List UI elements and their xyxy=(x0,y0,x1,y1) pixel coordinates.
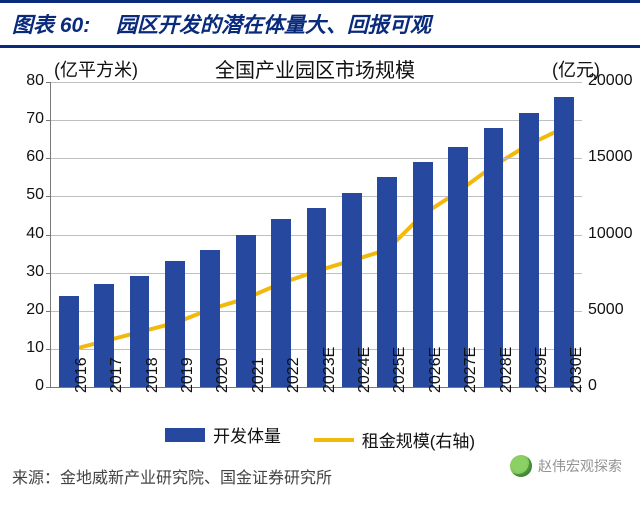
ytick-left: 30 xyxy=(0,263,44,281)
line-swatch-icon xyxy=(314,438,354,442)
source-prefix: 来源： xyxy=(12,470,60,487)
ytick-right: 0 xyxy=(588,377,640,395)
x-category: 2018 xyxy=(144,357,162,393)
bar-swatch-icon xyxy=(165,428,205,442)
x-category: 2028E xyxy=(498,347,516,393)
x-category: 2024E xyxy=(356,347,374,393)
x-category: 2025E xyxy=(391,347,409,393)
chart-title: 全国产业园区市场规模 xyxy=(215,54,415,83)
source-text: 金地威新产业研究院、国金证券研究所 xyxy=(60,470,332,487)
left-axis-label: (亿平方米) xyxy=(54,56,138,82)
plot-region: 20162017201820192020202120222023E2024E20… xyxy=(50,82,582,388)
watermark: 赵伟宏观探索 xyxy=(510,455,622,477)
watermark-text: 赵伟宏观探索 xyxy=(538,456,622,476)
legend-line-label: 租金规模(右轴) xyxy=(362,427,475,452)
x-category: 2026E xyxy=(427,347,445,393)
ytick-left: 20 xyxy=(0,301,44,319)
ytick-right: 15000 xyxy=(588,148,640,166)
x-category: 2017 xyxy=(108,357,126,393)
ytick-left: 0 xyxy=(0,377,44,395)
ytick-left: 10 xyxy=(0,339,44,357)
x-category: 2022 xyxy=(285,357,303,393)
chart-header: 图表 60: 园区开发的潜在体量大、回报可观 xyxy=(0,0,640,48)
x-category: 2016 xyxy=(73,357,91,393)
wechat-icon xyxy=(510,455,532,477)
legend: 开发体量 租金规模(右轴) xyxy=(0,422,640,452)
header-number: 60: xyxy=(60,14,90,37)
x-category: 2029E xyxy=(533,347,551,393)
legend-item-bar: 开发体量 xyxy=(165,422,281,447)
header-prefix: 图表 xyxy=(12,14,54,37)
chart-area: (亿平方米) 全国产业园区市场规模 (亿元) 20162017201820192… xyxy=(0,48,640,456)
ytick-left: 80 xyxy=(0,72,44,90)
x-category: 2023E xyxy=(321,347,339,393)
header-title: 园区开发的潜在体量大、回报可观 xyxy=(116,14,431,37)
legend-item-line: 租金规模(右轴) xyxy=(314,427,475,452)
x-category: 2020 xyxy=(214,357,232,393)
ytick-right: 20000 xyxy=(588,72,640,90)
x-category: 2019 xyxy=(179,357,197,393)
x-category: 2027E xyxy=(462,347,480,393)
ytick-right: 10000 xyxy=(588,225,640,243)
ytick-left: 60 xyxy=(0,148,44,166)
ytick-left: 40 xyxy=(0,225,44,243)
ytick-right: 5000 xyxy=(588,301,640,319)
bar xyxy=(554,97,574,387)
ytick-left: 70 xyxy=(0,110,44,128)
ytick-left: 50 xyxy=(0,186,44,204)
x-category: 2021 xyxy=(250,357,268,393)
x-category: 2030E xyxy=(568,347,586,393)
legend-bar-label: 开发体量 xyxy=(213,422,281,447)
